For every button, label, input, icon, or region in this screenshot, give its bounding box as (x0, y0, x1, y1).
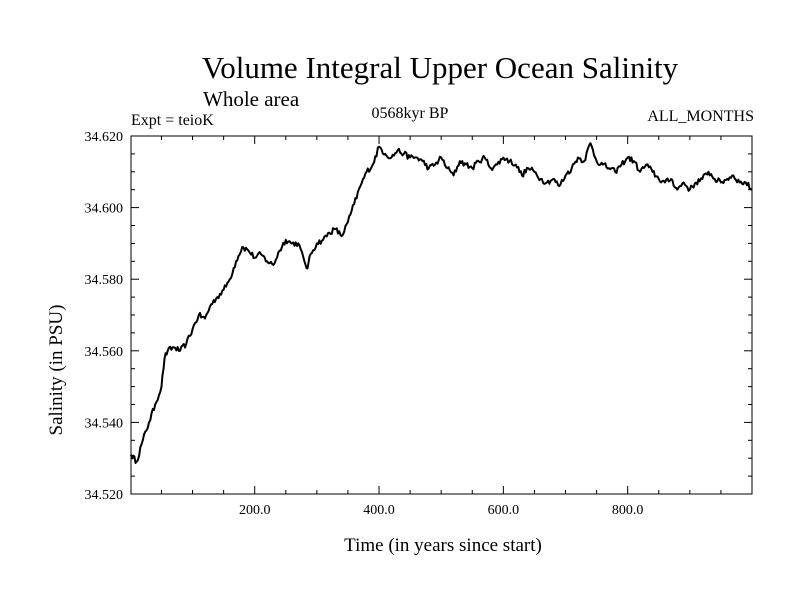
y-tick-label: 34.560 (85, 345, 124, 360)
axis-tick-labels: 34.520 34.540 34.560 34.580 34.600 34.620 200.… (85, 130, 644, 518)
y-tick-label: 34.620 (85, 130, 124, 145)
y-tick-label: 34.520 (85, 488, 124, 503)
x-tick-label: 800.0 (612, 503, 644, 518)
months-label: ALL_MONTHS (647, 108, 754, 125)
x-tick-label: 600.0 (488, 503, 520, 518)
y-tick-label: 34.580 (85, 273, 124, 288)
x-tick-label: 200.0 (239, 503, 271, 518)
y-tick-label: 34.600 (85, 202, 124, 217)
x-axis-label: Time (in years since start) (344, 535, 542, 556)
x-tick-label: 400.0 (363, 503, 395, 518)
experiment-label: Expt = teioK (131, 112, 214, 129)
period-label: 0568kyr BP (371, 105, 449, 122)
chart-title: Volume Integral Upper Ocean Salinity (201, 50, 679, 85)
chart-subtitle: Whole area (203, 87, 300, 111)
axis-ticks (131, 135, 752, 495)
plot-frame (130, 135, 753, 495)
y-tick-label: 34.540 (85, 416, 124, 431)
salinity-series-line (130, 142, 753, 464)
